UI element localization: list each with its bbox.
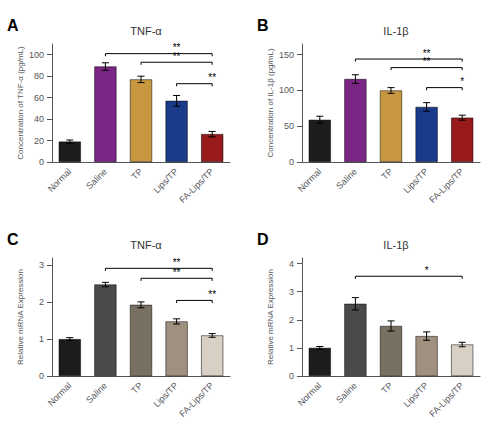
svg-text:**: ** [208, 289, 216, 300]
svg-text:TP: TP [379, 380, 394, 395]
svg-text:Saline: Saline [334, 380, 359, 405]
svg-text:2: 2 [289, 315, 294, 325]
svg-text:100: 100 [279, 85, 294, 95]
svg-text:TP: TP [129, 380, 144, 395]
svg-text:Concentration of TNF-α (pg/mL): Concentration of TNF-α (pg/mL) [16, 46, 25, 160]
svg-text:150: 150 [279, 50, 294, 60]
svg-text:2: 2 [39, 297, 44, 307]
svg-text:C: C [7, 231, 19, 248]
svg-text:0: 0 [39, 157, 44, 167]
svg-text:0: 0 [39, 371, 44, 381]
svg-text:50: 50 [284, 121, 294, 131]
svg-text:TP: TP [129, 166, 144, 181]
svg-text:0: 0 [289, 371, 294, 381]
svg-text:**: ** [423, 56, 431, 67]
svg-text:Relative mRNA Expression: Relative mRNA Expression [16, 269, 25, 365]
svg-text:Normal: Normal [46, 380, 74, 408]
svg-text:IL-1β: IL-1β [383, 25, 408, 37]
svg-text:**: ** [208, 72, 216, 83]
svg-text:Normal: Normal [296, 380, 324, 408]
svg-text:4: 4 [289, 259, 294, 269]
svg-text:**: ** [173, 51, 181, 62]
svg-text:Lips/TP: Lips/TP [402, 380, 431, 409]
svg-text:Saline: Saline [84, 380, 109, 405]
svg-text:40: 40 [34, 114, 44, 124]
svg-text:TNF-α: TNF-α [130, 239, 162, 251]
svg-text:20: 20 [34, 136, 44, 146]
svg-text:80: 80 [34, 71, 44, 81]
svg-text:**: ** [173, 267, 181, 278]
svg-text:1: 1 [289, 343, 294, 353]
svg-text:3: 3 [289, 287, 294, 297]
svg-text:Saline: Saline [334, 166, 359, 191]
svg-text:Lips/TP: Lips/TP [152, 380, 181, 409]
svg-text:D: D [257, 231, 269, 248]
svg-text:Normal: Normal [46, 166, 74, 194]
svg-text:*: * [425, 265, 429, 276]
svg-text:Relative mRNA Expression: Relative mRNA Expression [266, 269, 275, 365]
svg-text:TP: TP [379, 166, 394, 181]
svg-text:60: 60 [34, 93, 44, 103]
svg-text:3: 3 [39, 260, 44, 270]
svg-text:Normal: Normal [296, 166, 324, 194]
svg-text:FA-Lips/TP: FA-Lips/TP [177, 166, 215, 204]
svg-text:*: * [460, 76, 464, 87]
svg-text:0: 0 [289, 157, 294, 167]
svg-text:FA-Lips/TP: FA-Lips/TP [427, 166, 465, 204]
svg-text:B: B [257, 17, 269, 34]
svg-text:Lips/TP: Lips/TP [152, 166, 181, 195]
svg-text:1: 1 [39, 334, 44, 344]
svg-text:FA-Lips/TP: FA-Lips/TP [427, 380, 465, 418]
svg-text:Saline: Saline [84, 166, 109, 191]
svg-text:Concentration of IL-1β (pg/mL): Concentration of IL-1β (pg/mL) [266, 48, 275, 157]
svg-text:100: 100 [29, 50, 44, 60]
svg-text:Lips/TP: Lips/TP [402, 166, 431, 195]
svg-text:FA-Lips/TP: FA-Lips/TP [177, 380, 215, 418]
svg-text:IL-1β: IL-1β [383, 239, 408, 251]
svg-text:A: A [7, 17, 19, 34]
svg-text:TNF-α: TNF-α [130, 25, 162, 37]
